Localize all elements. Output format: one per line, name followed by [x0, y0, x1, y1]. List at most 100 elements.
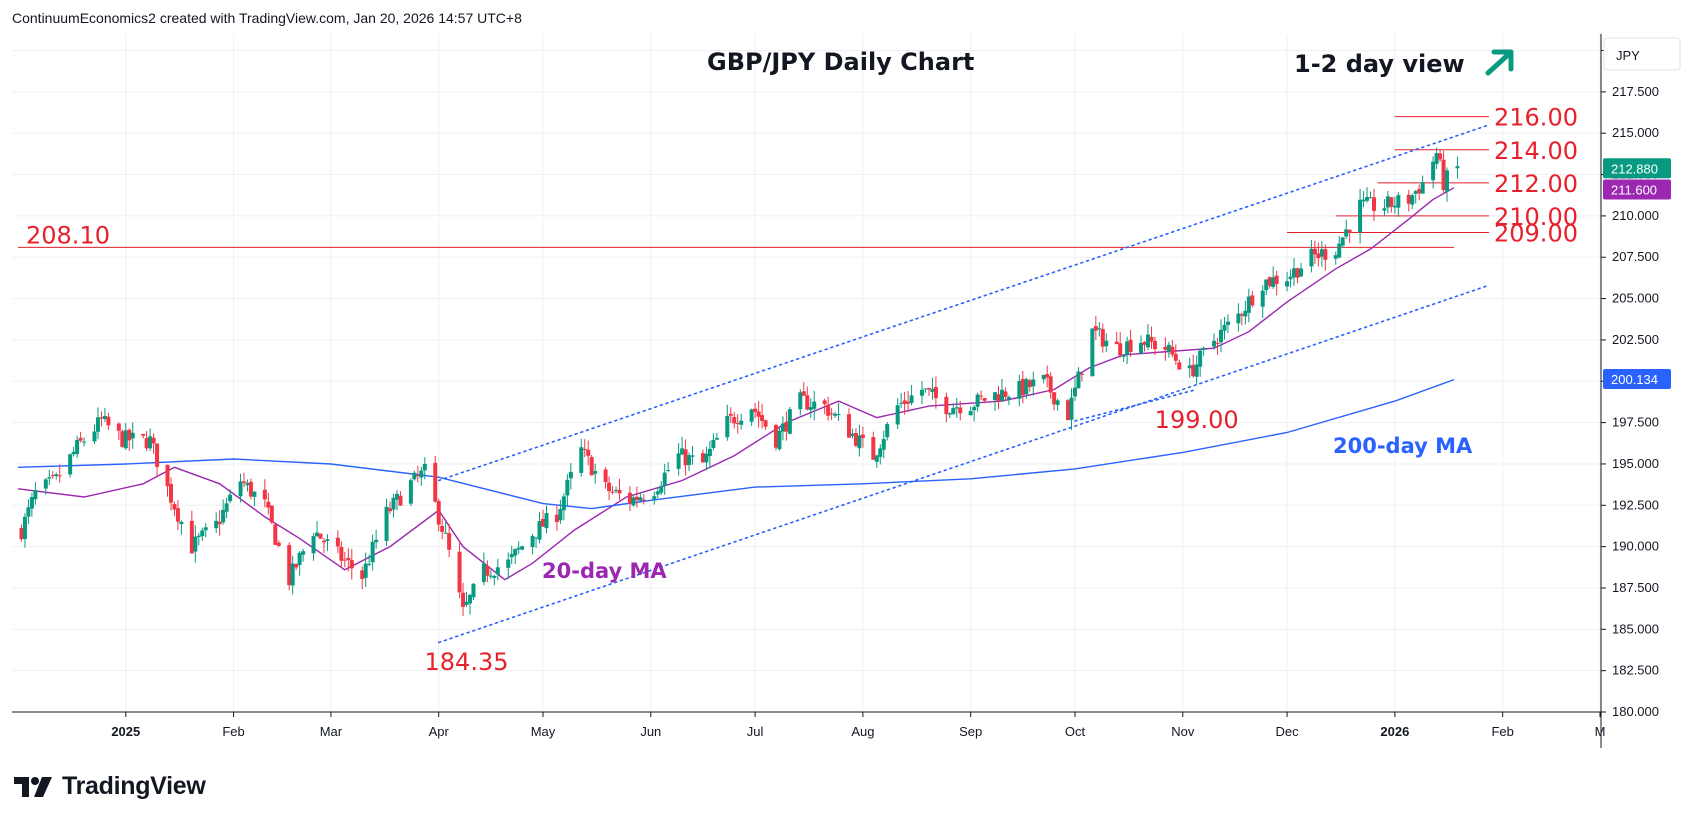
candle-body: [1344, 229, 1349, 237]
candle-body: [172, 504, 177, 510]
currency-badge[interactable]: JPY: [1603, 37, 1681, 71]
candle-body: [655, 491, 660, 495]
candle-body: [290, 563, 295, 586]
candle-body: [1239, 314, 1244, 316]
candle-body: [325, 539, 330, 541]
candle-body: [141, 433, 146, 436]
candle-body: [311, 536, 316, 554]
candle-body: [652, 496, 657, 500]
candle-body: [805, 395, 810, 410]
candle-body: [315, 532, 320, 537]
candle-body: [82, 441, 87, 443]
level-label: 212.00: [1494, 170, 1578, 198]
candle-body: [1024, 379, 1029, 395]
ma20-label: 20-day MA: [542, 559, 667, 583]
candle-body: [22, 516, 27, 540]
candle-body: [1187, 365, 1192, 369]
candle-body: [144, 438, 149, 449]
time-axis[interactable]: 2025 Feb Mar Apr May Jun Jul Aug Sep Oct Nov Dec 202…: [111, 712, 1605, 739]
candle-body: [301, 551, 306, 555]
time-tick-label: Dec: [1276, 724, 1300, 739]
candle-body: [687, 455, 692, 466]
candle-body: [1333, 255, 1338, 259]
candle-body: [885, 424, 890, 438]
candle-body: [297, 552, 302, 566]
candle-body: [763, 420, 768, 427]
candle-body: [982, 398, 987, 401]
candle-body: [610, 491, 615, 493]
candle-body: [826, 404, 831, 416]
candle-body: [339, 546, 344, 561]
candle-body: [412, 472, 417, 480]
candle-body: [1288, 276, 1293, 280]
candle-body: [1361, 199, 1366, 202]
arrow-up-right-icon: [1485, 49, 1514, 76]
candle-body: [436, 501, 441, 525]
candle-body: [1020, 378, 1025, 396]
candle-body: [1100, 328, 1105, 347]
price-tag-box: [1603, 158, 1671, 179]
candle-body: [853, 432, 858, 446]
candle-body: [1114, 341, 1119, 345]
candle-body: [534, 537, 539, 539]
candle-body: [1298, 268, 1303, 277]
candle-body: [1097, 328, 1102, 330]
candle-body: [906, 401, 911, 404]
candle-body: [638, 497, 643, 501]
candle-body: [485, 565, 490, 576]
candle-body: [1076, 371, 1081, 389]
candle-body: [773, 425, 778, 448]
candle-body: [926, 388, 931, 390]
candle-body: [1194, 364, 1199, 377]
candle-body: [683, 449, 688, 466]
candle-body: [287, 545, 292, 586]
time-tick-label: Nov: [1171, 724, 1195, 739]
candle-body: [433, 462, 438, 502]
candle-body: [1079, 373, 1084, 375]
candle-body: [224, 503, 229, 512]
candle-body: [520, 546, 525, 550]
candle-body: [374, 539, 379, 543]
time-tick-label: Feb: [222, 724, 244, 739]
candle-body: [1285, 281, 1290, 287]
candle-body: [440, 525, 445, 532]
candle-body: [586, 449, 591, 456]
candle-body: [1170, 346, 1175, 355]
candle-body: [878, 448, 883, 457]
candle-body: [909, 395, 914, 404]
candle-body: [415, 475, 420, 477]
candle-body: [881, 439, 886, 450]
price-tick-label: 215.000: [1612, 125, 1659, 140]
candle-body: [464, 601, 469, 605]
candle-body: [1368, 197, 1373, 199]
candle-body: [1271, 277, 1276, 287]
candle-body: [228, 494, 233, 502]
candle-body: [725, 416, 730, 438]
candle-body: [777, 430, 782, 450]
candle-body: [394, 493, 399, 500]
price-tick-label: 217.500: [1612, 84, 1659, 99]
candle-body: [321, 540, 326, 543]
candle-body: [19, 528, 24, 540]
candle-body: [1142, 342, 1147, 345]
candle-body: [50, 475, 55, 477]
candle-body: [680, 448, 685, 455]
candle-body: [822, 400, 827, 404]
candle-body: [1396, 195, 1401, 208]
candle-body: [1358, 199, 1363, 233]
price-tick-label: 207.500: [1612, 249, 1659, 264]
candle-body: [457, 551, 462, 593]
price-tick-label: 182.500: [1612, 663, 1659, 678]
candle-body: [189, 520, 194, 554]
price-axis[interactable]: 180.000 182.500 185.000 187.500 190.000 192.5…: [1601, 43, 1659, 719]
candle-body: [666, 469, 671, 471]
candle-body: [1340, 237, 1345, 246]
candle-body: [544, 513, 549, 529]
candle-body: [537, 521, 542, 540]
tradingview-logo[interactable]: TradingView: [14, 772, 206, 801]
candle-body: [951, 407, 956, 415]
candle-body: [165, 464, 170, 487]
candle-body: [78, 437, 83, 441]
